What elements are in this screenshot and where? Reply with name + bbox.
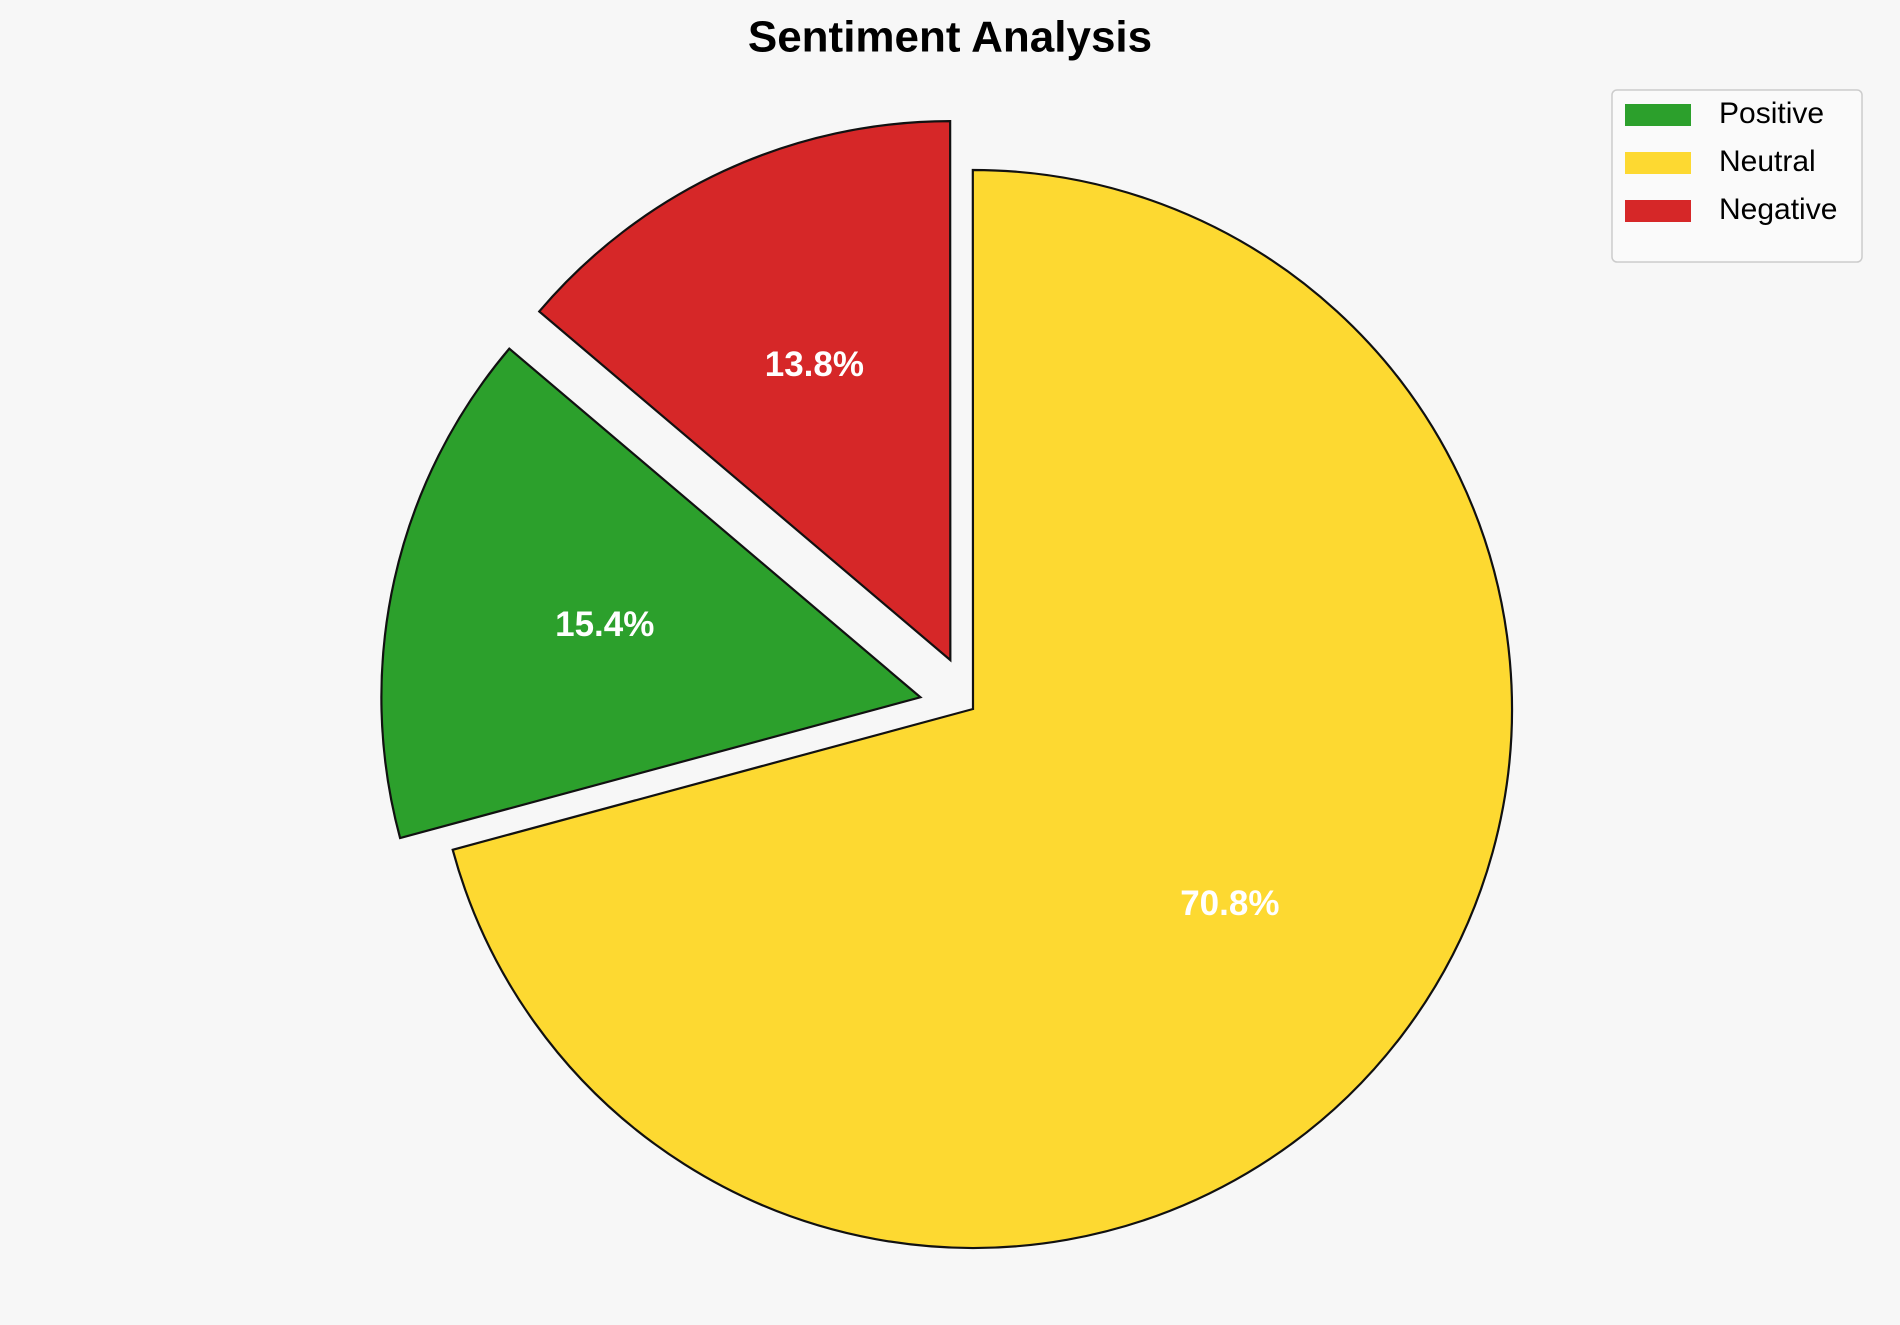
legend-label: Negative	[1719, 193, 1837, 226]
legend-swatch	[1625, 152, 1691, 174]
pie-slice	[451, 168, 1514, 1250]
legend-label: Neutral	[1719, 145, 1816, 178]
pie-slice	[380, 347, 923, 840]
chart-title: Sentiment Analysis	[748, 13, 1152, 62]
slice-label: 13.8%	[765, 345, 864, 384]
slice-label: 70.8%	[1180, 884, 1279, 923]
legend-label: Positive	[1719, 97, 1824, 130]
legend-swatch	[1625, 200, 1691, 222]
pie-slice	[537, 119, 952, 663]
slice-label: 15.4%	[555, 605, 654, 644]
legend-swatch	[1625, 104, 1691, 126]
